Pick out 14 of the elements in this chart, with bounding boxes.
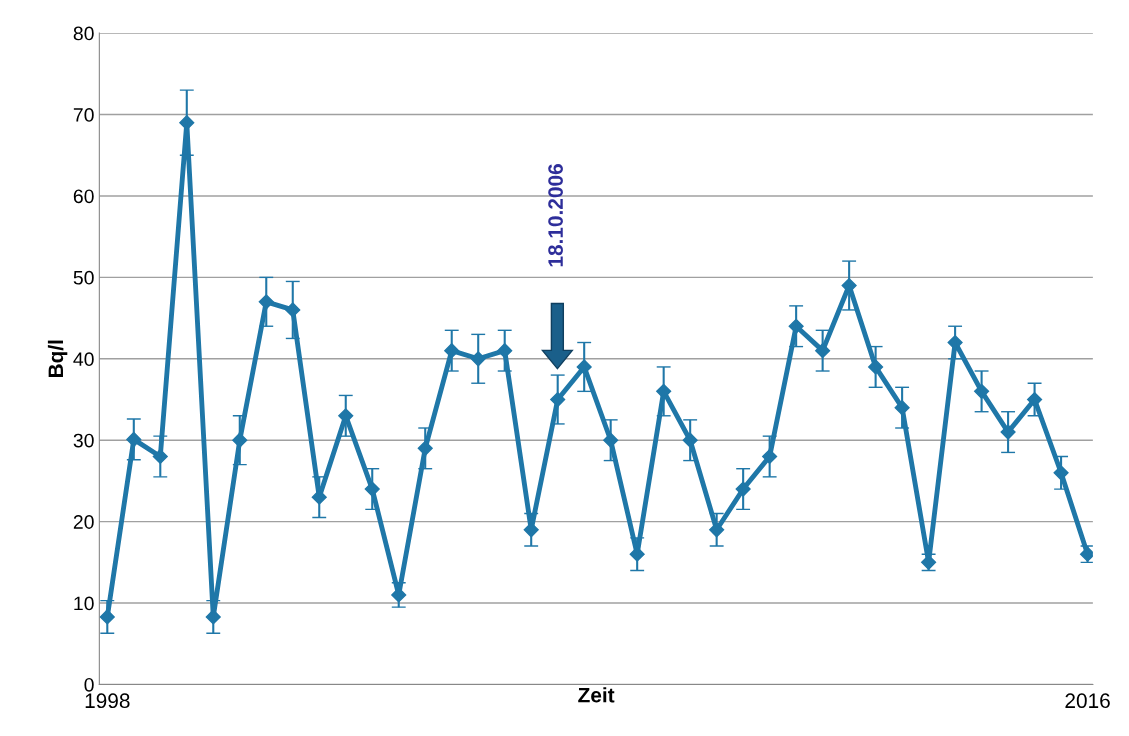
- annotation: 18.10.2006: [548, 164, 563, 267]
- y-tick-label: 40: [73, 352, 94, 367]
- y-tick-label: 20: [73, 515, 94, 529]
- x-tick-label: 1998: [85, 693, 130, 709]
- y-tick-label: 60: [73, 189, 94, 204]
- y-tick-label: 10: [74, 596, 94, 611]
- y-axis-title: Bq/l: [47, 340, 68, 378]
- x-tick-label: 2016: [1065, 693, 1110, 709]
- y-tick-label: 50: [73, 270, 94, 285]
- y-tick-label: 70: [73, 108, 94, 122]
- x-axis-title: Zeit: [578, 687, 615, 703]
- y-tick-label: 30: [73, 433, 94, 448]
- y-tick-label: 80: [73, 26, 94, 41]
- y-tick-label: 0: [84, 677, 94, 692]
